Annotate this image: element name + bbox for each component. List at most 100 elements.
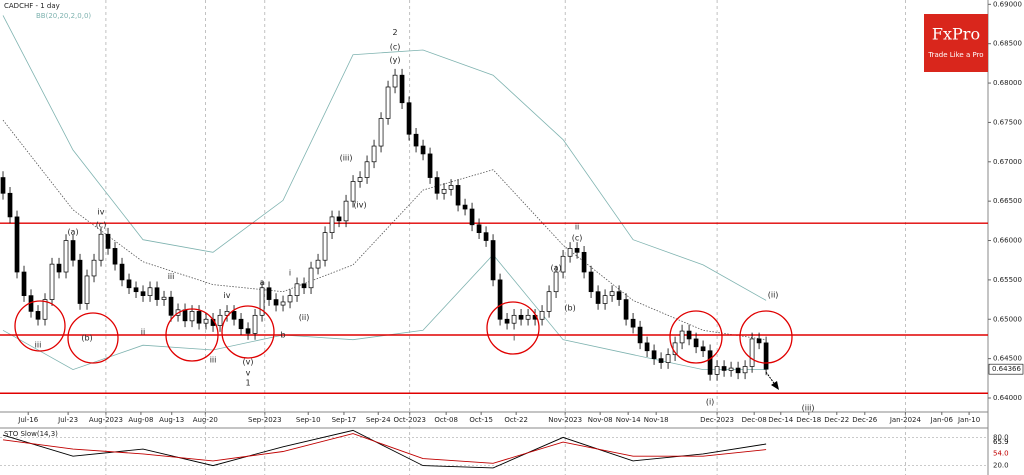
candle-body	[728, 367, 734, 371]
x-tick-label: Dec-08	[742, 416, 767, 424]
wave-label: ii	[575, 223, 579, 232]
candle-body	[574, 248, 580, 253]
candle-body	[686, 330, 692, 340]
candle-body	[364, 161, 370, 178]
price-tag-label: 0.64366	[992, 365, 1021, 373]
x-tick-label: Jul-23	[57, 416, 78, 424]
logo-brand: FxPro	[932, 25, 980, 44]
stoch-title: STO Slow(14,3)	[4, 430, 58, 438]
y-tick-label: 0.64000	[993, 394, 1022, 402]
candle-body	[735, 367, 741, 374]
candle-body	[742, 366, 748, 374]
candle-body	[252, 314, 258, 334]
y-tick-label: 0.68500	[993, 40, 1022, 48]
highlight-circle	[486, 301, 540, 355]
candle-body	[42, 299, 48, 320]
candle-body	[553, 271, 559, 293]
candle-body	[301, 283, 307, 289]
candle-body	[490, 240, 496, 281]
candle-body	[140, 291, 146, 296]
candle-body	[343, 200, 349, 222]
candle-body	[14, 216, 20, 273]
candle-body	[406, 102, 412, 135]
wave-label: (c)	[572, 234, 583, 243]
wave-label: (iii)	[802, 404, 815, 413]
wave-label: (iii)	[340, 153, 353, 162]
stoch-line	[2, 433, 767, 464]
wave-label: i	[513, 334, 515, 343]
candle-body	[350, 181, 356, 202]
wave-label: (b)	[81, 334, 92, 343]
x-tick-label: Oct-22	[504, 416, 528, 424]
x-tick-label: Dec-22	[824, 416, 849, 424]
candle-body	[105, 233, 111, 249]
wave-label: (ii)	[299, 313, 310, 322]
wave-label: b	[280, 331, 285, 340]
x-tick-label: Oct-15	[469, 416, 493, 424]
wave-label: (c)	[96, 220, 107, 229]
y-tick-label: 80.0	[993, 433, 1009, 441]
highlight-circle	[165, 308, 219, 362]
wave-label: i	[289, 268, 291, 277]
forecast-arrow	[765, 371, 779, 390]
wave-label: (b)	[564, 304, 575, 313]
candle-body	[644, 342, 650, 352]
x-tick-label: Nov-18	[644, 416, 669, 424]
x-tick-label: Jul-16	[17, 416, 38, 424]
wave-label: (iv)	[353, 201, 366, 210]
candle-body	[203, 318, 209, 324]
candle-body	[245, 328, 251, 334]
y-tick-label: 0.66000	[993, 237, 1022, 245]
candle-body	[84, 275, 90, 304]
candle-body	[322, 232, 328, 261]
candle-body	[427, 153, 433, 178]
candle-body	[287, 295, 293, 303]
candle-body	[700, 346, 706, 352]
candle-body	[77, 259, 83, 304]
candle-body	[336, 216, 342, 222]
candle-body	[630, 318, 636, 328]
candle-body	[273, 299, 279, 306]
candle-body	[721, 366, 727, 371]
candle-body	[196, 311, 202, 324]
wave-label: (a)	[550, 264, 561, 273]
price-tag	[988, 363, 1024, 375]
highlight-circle	[67, 312, 119, 364]
x-tick-label: Sep-24	[366, 416, 391, 424]
y-tick-label: 0.64500	[993, 355, 1022, 363]
candle-body	[511, 314, 517, 324]
candle-body	[315, 259, 321, 269]
wave-label: (ii)	[768, 290, 779, 299]
candle-body	[266, 287, 272, 300]
wave-label: a	[260, 278, 265, 287]
candle-body	[546, 291, 552, 312]
candle-body	[147, 287, 153, 296]
candle-body	[595, 291, 601, 304]
y-tick-label: 0.66500	[993, 197, 1022, 205]
candle-body	[637, 326, 643, 344]
highlight-circle	[669, 310, 723, 364]
candle-body	[399, 74, 405, 104]
y-tick-label: 0.67000	[993, 158, 1022, 166]
highlight-circle	[221, 305, 275, 359]
arrow-head	[771, 381, 779, 390]
candle-body	[434, 177, 440, 194]
candle-body	[539, 311, 545, 320]
x-tick-label: Oct-08	[434, 416, 458, 424]
indicator-label: BB(20,20,2,0,0)	[36, 12, 91, 20]
highlight-circle	[14, 300, 66, 352]
x-tick-label: Sep-10	[296, 416, 321, 424]
candle-body	[98, 233, 104, 261]
candle-body	[238, 318, 244, 330]
candle-body	[455, 185, 461, 206]
stoch-value-label: 65.9	[993, 438, 1009, 446]
wave-label: (c)	[390, 42, 401, 51]
x-tick-label: Nov-08	[588, 416, 613, 424]
candle-body	[70, 240, 76, 261]
candle-body	[161, 296, 167, 300]
candle-body	[56, 263, 62, 273]
wave-label: (i)	[706, 397, 714, 406]
candle-body	[231, 311, 237, 320]
x-tick-label: Sep-17	[332, 416, 357, 424]
